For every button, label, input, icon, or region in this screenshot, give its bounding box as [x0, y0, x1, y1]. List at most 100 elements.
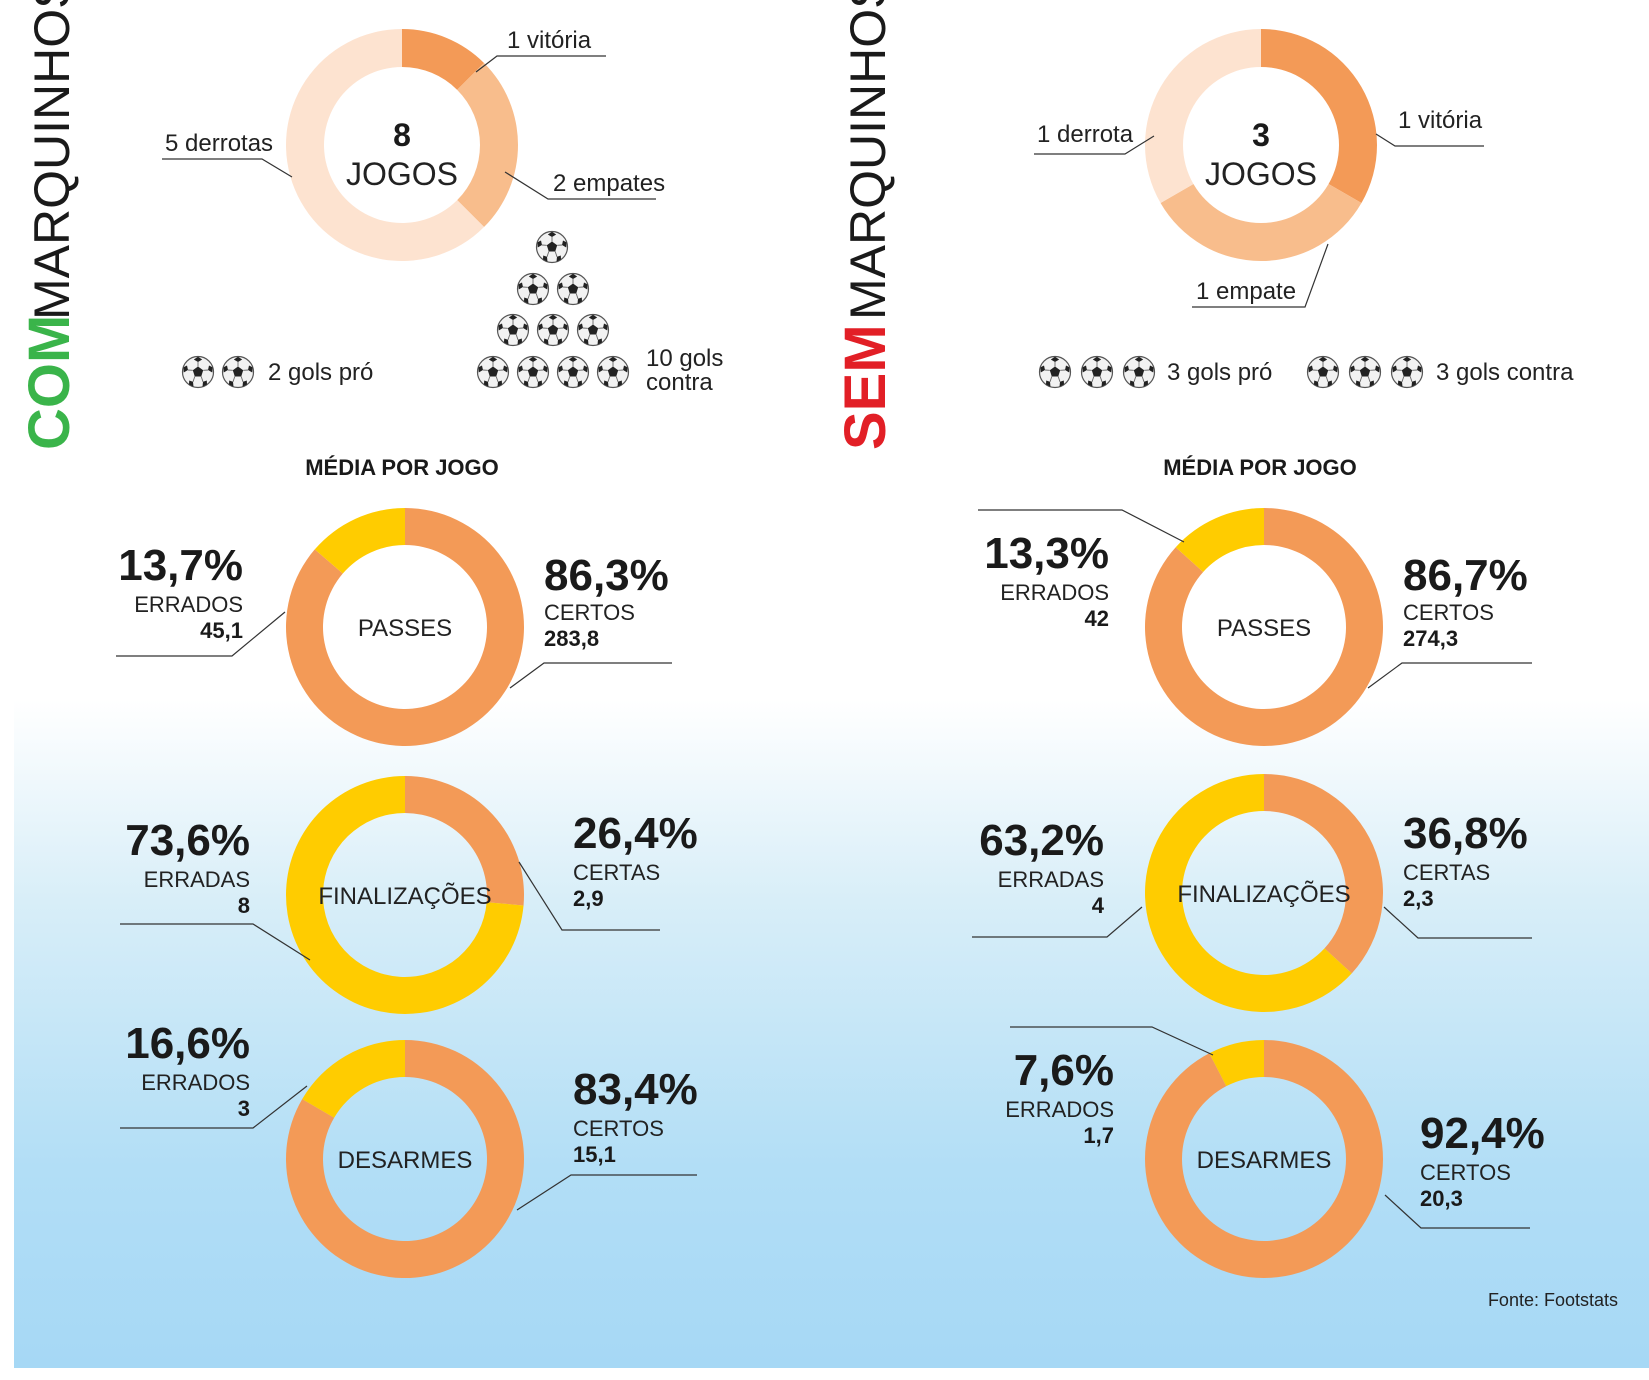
sem-final-left-leader	[972, 906, 1143, 938]
correct-slice	[1145, 508, 1384, 746]
wins-slice	[402, 29, 485, 90]
sem-desarmes-donut	[1145, 1040, 1384, 1278]
com-des-right-num: 15,1	[573, 1142, 616, 1167]
sem-passes-right-leader	[1367, 662, 1532, 689]
sem-loss-leader	[1034, 135, 1155, 155]
source-note: Fonte: Footstats	[1488, 1290, 1618, 1310]
soccer-ball-icon	[221, 355, 255, 389]
com-final-left-num: 8	[238, 893, 250, 918]
sem-des-left-cap: ERRADOS	[1005, 1097, 1114, 1122]
com-des-right-cap: CERTOS	[573, 1116, 664, 1141]
com-title-name: MARQUINHOS	[24, 0, 80, 320]
soccer-ball-icon	[536, 313, 570, 347]
soccer-ball-icon	[556, 355, 590, 389]
soccer-ball-icon	[596, 355, 630, 389]
sem-des-left-leader	[1010, 1026, 1214, 1056]
correct-slice	[405, 776, 524, 906]
sem-media-title: MÉDIA POR JOGO	[1163, 455, 1357, 480]
draws-slice	[457, 62, 518, 228]
com-passes-right-leader	[509, 662, 672, 689]
com-draws-label: 2 empates	[553, 170, 665, 197]
com-des-right-leader	[516, 1174, 697, 1211]
com-passes-right-pct: 86,3%	[544, 551, 669, 600]
soccer-ball-icon	[535, 230, 569, 264]
wrong-slice	[1145, 774, 1352, 1013]
sem-final-right-num: 2,3	[1403, 886, 1434, 911]
com-passes-right-num: 283,8	[544, 626, 599, 651]
com-goals-against-icons	[476, 230, 630, 389]
com-title-bold: COM	[17, 315, 82, 450]
sem-games-number: 3	[1252, 117, 1270, 153]
com-passes-donut	[286, 508, 524, 746]
loss-slice	[1145, 29, 1261, 203]
sem-passes-right-cap: CERTOS	[1403, 600, 1494, 625]
sem-games-word: JOGOS	[1205, 156, 1317, 192]
sem-loss-label: 1 derrota	[1037, 121, 1134, 148]
sem-des-right-cap: CERTOS	[1420, 1160, 1511, 1185]
soccer-ball-icon	[1390, 355, 1424, 389]
sem-goals-for-label: 3 gols pró	[1167, 359, 1272, 386]
background-gradient	[14, 700, 1649, 1368]
wrong-slice	[286, 776, 524, 1015]
com-passes-center: PASSES	[358, 615, 452, 642]
correct-slice	[286, 1040, 525, 1279]
sem-goals-against-icons	[1306, 355, 1424, 389]
com-goals-against-label-1: 10 gols	[646, 345, 723, 372]
soccer-ball-icon	[516, 272, 550, 306]
com-draws-leader	[504, 171, 656, 200]
soccer-ball-icon	[1122, 355, 1156, 389]
com-losses-leader	[162, 158, 293, 178]
com-passes-left-cap: ERRADOS	[134, 592, 243, 617]
sem-goals-for-icons	[1038, 355, 1156, 389]
sem-goals-against-label: 3 gols contra	[1436, 359, 1574, 386]
com-results-donut	[286, 29, 518, 261]
sem-win-leader	[1375, 133, 1484, 147]
sem-final-center: FINALIZAÇÕES	[1177, 880, 1350, 908]
sem-passes-donut	[1145, 508, 1384, 746]
com-goals-for-icons	[181, 355, 255, 389]
soccer-ball-icon	[476, 355, 510, 389]
com-final-left-cap: ERRADAS	[144, 867, 250, 892]
sem-passes-right-num: 274,3	[1403, 626, 1458, 651]
com-passes-left-leader	[116, 611, 286, 657]
com-games-number: 8	[393, 117, 411, 153]
sem-passes-left-num: 42	[1085, 606, 1109, 631]
com-losses-label: 5 derrotas	[165, 130, 273, 157]
wrong-slice	[1175, 508, 1264, 573]
sem-des-right-leader	[1384, 1194, 1530, 1229]
draw-slice	[1160, 184, 1362, 262]
wrong-slice	[1209, 1040, 1264, 1087]
com-passes-right-cap: CERTOS	[544, 600, 635, 625]
win-slice	[1261, 29, 1378, 203]
sem-draw-label: 1 empate	[1196, 278, 1296, 305]
sem-passes-left-pct: 13,3%	[984, 529, 1109, 578]
com-des-right-pct: 83,4%	[573, 1065, 698, 1114]
sem-des-right-num: 20,3	[1420, 1186, 1463, 1211]
sem-final-right-cap: CERTAS	[1403, 860, 1490, 885]
soccer-ball-icon	[516, 355, 550, 389]
sem-title-name: MARQUINHOS	[840, 0, 896, 320]
sem-des-left-num: 1,7	[1083, 1123, 1114, 1148]
losses-slice	[286, 29, 485, 261]
sem-win-label: 1 vitória	[1398, 107, 1483, 134]
soccer-ball-icon	[576, 313, 610, 347]
com-des-left-pct: 16,6%	[125, 1019, 250, 1068]
sem-des-center: DESARMES	[1197, 1147, 1332, 1174]
soccer-ball-icon	[1306, 355, 1340, 389]
com-final-right-num: 2,9	[573, 886, 604, 911]
sem-final-left-cap: ERRADAS	[998, 867, 1104, 892]
sem-final-right-leader	[1383, 906, 1532, 939]
soccer-ball-icon	[1080, 355, 1114, 389]
soccer-ball-icon	[1348, 355, 1382, 389]
soccer-ball-icon	[496, 313, 530, 347]
sem-final-right-pct: 36,8%	[1403, 809, 1528, 858]
sem-passes-right-pct: 86,7%	[1403, 551, 1528, 600]
com-final-right-cap: CERTAS	[573, 860, 660, 885]
com-desarmes-donut	[286, 1040, 525, 1279]
com-finalizacoes-donut	[286, 776, 524, 1015]
soccer-ball-icon	[181, 355, 215, 389]
soccer-ball-icon	[1038, 355, 1072, 389]
com-final-center: FINALIZAÇÕES	[318, 882, 491, 910]
correct-slice	[1264, 774, 1384, 974]
